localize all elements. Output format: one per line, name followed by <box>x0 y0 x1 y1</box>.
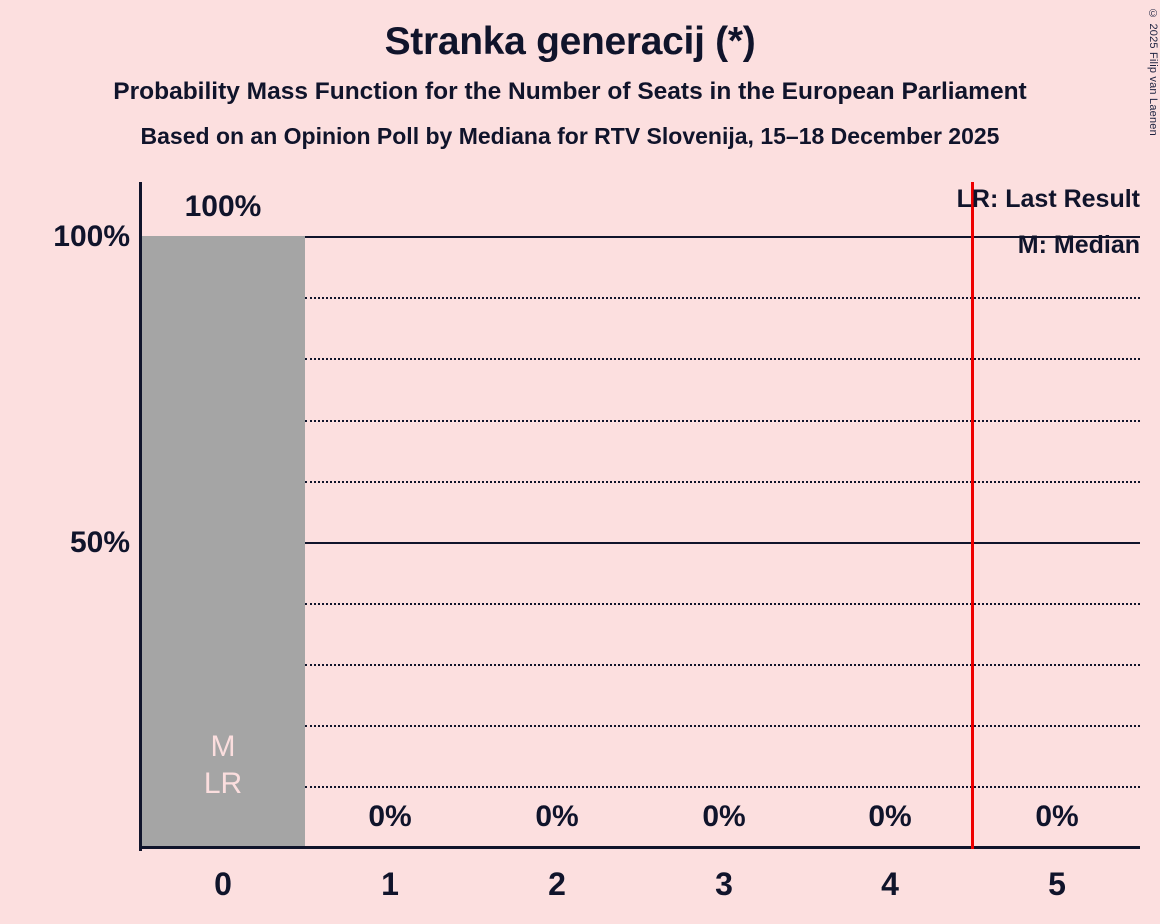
x-tick-label-2: 2 <box>548 866 566 902</box>
copyright-notice: © 2025 Filip van Laenen <box>1147 8 1159 136</box>
bar-value-label-3: 0% <box>702 800 746 833</box>
chart-subtitle: Probability Mass Function for the Number… <box>113 78 1027 105</box>
gridline-50 <box>305 542 1140 544</box>
bar-value-label-5: 0% <box>1035 800 1079 833</box>
x-tick-label-5: 5 <box>1048 866 1066 902</box>
bar-marker-last-result: LR <box>203 767 243 800</box>
gridline-80 <box>305 358 1140 360</box>
x-axis-line <box>139 846 1140 849</box>
x-tick-label-3: 3 <box>715 866 733 902</box>
gridline-70 <box>305 420 1140 422</box>
x-tick-label-0: 0 <box>214 866 232 902</box>
x-tick-label-4: 4 <box>881 866 899 902</box>
legend-median: M: Median <box>1017 231 1140 259</box>
y-tick-label-100: 100% <box>53 220 130 253</box>
majority-threshold-line <box>971 182 974 849</box>
x-tick-label-1: 1 <box>381 866 399 902</box>
bar-value-label-0: 100% <box>184 190 262 223</box>
gridline-100 <box>141 236 1140 238</box>
gridline-10 <box>305 786 1140 788</box>
gridline-60 <box>305 481 1140 483</box>
chart-source-line: Based on an Opinion Poll by Mediana for … <box>140 122 1000 149</box>
gridline-40 <box>305 603 1140 605</box>
gridline-20 <box>305 725 1140 727</box>
gridline-30 <box>305 664 1140 666</box>
bar-seats-0[interactable]: M LR <box>141 236 305 848</box>
bar-value-label-4: 0% <box>868 800 912 833</box>
y-axis-line <box>139 182 142 851</box>
page-title: Stranka generacij (*) <box>384 20 756 63</box>
bar-value-label-1: 0% <box>368 800 412 833</box>
chart-header: Stranka generacij (*) Probability Mass F… <box>0 0 1140 148</box>
y-tick-label-50: 50% <box>69 526 130 559</box>
legend-last-result: LR: Last Result <box>956 185 1140 213</box>
gridline-90 <box>305 297 1140 299</box>
bar-marker-median: M <box>210 730 236 763</box>
bar-value-label-2: 0% <box>535 800 579 833</box>
